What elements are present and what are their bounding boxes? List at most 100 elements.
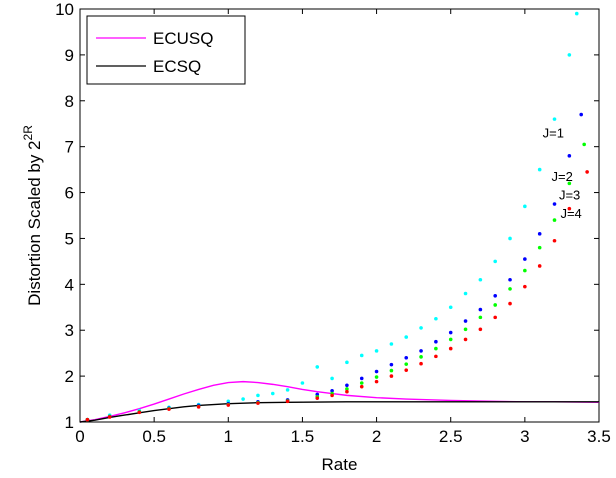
data-point-j-4	[419, 361, 423, 366]
data-point-j-4	[434, 354, 438, 359]
data-point-j-1	[345, 360, 349, 365]
data-point-j-1	[463, 291, 468, 296]
data-point-j-2	[374, 369, 379, 374]
annotation-label: J=2	[552, 169, 573, 184]
data-point-j-1	[508, 236, 512, 241]
data-point-j-3	[523, 268, 527, 273]
data-point-j-4	[315, 396, 320, 400]
legend-box	[86, 15, 246, 85]
y-tick-label: 10	[55, 0, 74, 19]
data-point-j-1	[419, 326, 423, 330]
series-line-ecusq	[79, 380, 600, 423]
data-point-j-2	[419, 349, 423, 353]
x-tick-label: 0.5	[142, 427, 166, 446]
data-point-j-1	[552, 117, 557, 121]
data-point-j-1	[537, 167, 542, 172]
data-point-j-4	[523, 284, 527, 289]
data-point-j-4	[478, 327, 483, 332]
data-point-j-2	[330, 388, 334, 393]
data-point-j-3	[537, 245, 542, 250]
y-tick-label: 2	[65, 367, 74, 386]
data-point-j-2	[359, 376, 364, 381]
annotation-label: J=4	[560, 206, 581, 221]
y-tick-label: 5	[65, 229, 74, 248]
data-point-j-3	[359, 381, 364, 385]
data-point-j-2	[478, 307, 483, 312]
data-point-j-2	[537, 232, 542, 236]
data-point-j-4	[330, 393, 334, 398]
data-point-j-4	[374, 379, 379, 384]
data-point-j-1	[523, 204, 527, 209]
data-point-j-3	[389, 368, 394, 373]
data-point-j-2	[448, 330, 453, 335]
data-point-j-1	[285, 388, 290, 392]
x-tick-label: 3.5	[587, 427, 611, 446]
data-point-j-1	[478, 277, 483, 282]
y-ticks: 1 2 3 4 5 6 7 8 9 10	[55, 0, 599, 432]
x-tick-label: 1	[224, 427, 233, 446]
data-point-j-4	[537, 264, 542, 268]
annotation-label: J=1	[543, 125, 564, 140]
data-point-j-1	[404, 335, 409, 339]
data-point-j-4	[226, 403, 231, 407]
data-point-j-3	[582, 142, 586, 147]
y-tick-label: 9	[65, 46, 74, 65]
legend-label-ecsq: ECSQ	[153, 57, 201, 76]
data-point-j-1	[374, 349, 379, 353]
x-axis-label: Rate	[322, 455, 358, 474]
series-line-ecsq	[79, 401, 599, 423]
y-axis-label: Distortion Scaled by 22R	[21, 125, 44, 306]
data-point-j-1	[448, 305, 453, 310]
x-tick-label: 2	[372, 427, 381, 446]
data-point-j-4	[389, 374, 394, 378]
x-tick-label: 2.5	[439, 427, 463, 446]
data-point-j-4	[493, 315, 498, 320]
data-point-j-4	[107, 415, 112, 419]
series-layer	[79, 11, 600, 423]
data-point-j-2	[404, 355, 409, 360]
x-tick-label: 0	[75, 427, 84, 446]
data-point-j-1	[574, 11, 579, 16]
data-point-j-4	[448, 346, 453, 351]
data-point-j-4	[167, 407, 171, 411]
data-point-j-1	[300, 381, 305, 385]
legend: ECUSQ ECSQ	[86, 15, 246, 85]
y-tick-label: 1	[65, 413, 74, 432]
data-point-j-2	[493, 294, 498, 298]
y-tick-label: 8	[65, 92, 74, 111]
x-tick-label: 3	[520, 427, 529, 446]
data-point-j-1	[330, 376, 334, 381]
data-point-j-3	[567, 181, 572, 186]
data-point-j-4	[285, 399, 290, 404]
y-tick-label: 7	[65, 138, 74, 157]
data-point-j-4	[404, 368, 409, 372]
data-point-j-4	[196, 405, 201, 409]
data-point-j-3	[552, 218, 557, 222]
y-tick-label: 3	[65, 321, 74, 340]
data-point-j-1	[241, 397, 245, 401]
data-point-j-4	[137, 410, 142, 415]
annotations: J=1 J=2 J=3 J=4	[543, 125, 582, 220]
data-point-j-2	[523, 257, 527, 261]
data-point-j-3	[478, 315, 483, 320]
data-point-j-2	[389, 362, 394, 367]
data-point-j-3	[419, 355, 423, 359]
data-point-j-1	[315, 365, 320, 369]
x-ticks: 0 0.5 1 1.5 2 2.5 3 3.5	[75, 9, 611, 446]
data-point-j-2	[579, 112, 584, 117]
data-point-j-3	[374, 375, 379, 379]
annotation-label: J=3	[559, 187, 580, 202]
data-point-j-4	[585, 170, 589, 174]
data-point-j-4	[463, 337, 468, 342]
data-point-j-1	[359, 353, 364, 358]
data-point-j-2	[463, 319, 468, 323]
data-point-j-2	[508, 277, 512, 282]
data-point-j-1	[493, 259, 498, 264]
y-axis-label-superscript: 2R	[21, 125, 35, 141]
data-point-j-1	[567, 53, 572, 57]
data-point-j-1	[256, 393, 260, 398]
data-point-j-3	[434, 346, 438, 351]
data-point-j-2	[552, 202, 557, 206]
y-axis-label-base: Distortion Scaled by 2	[25, 140, 44, 305]
